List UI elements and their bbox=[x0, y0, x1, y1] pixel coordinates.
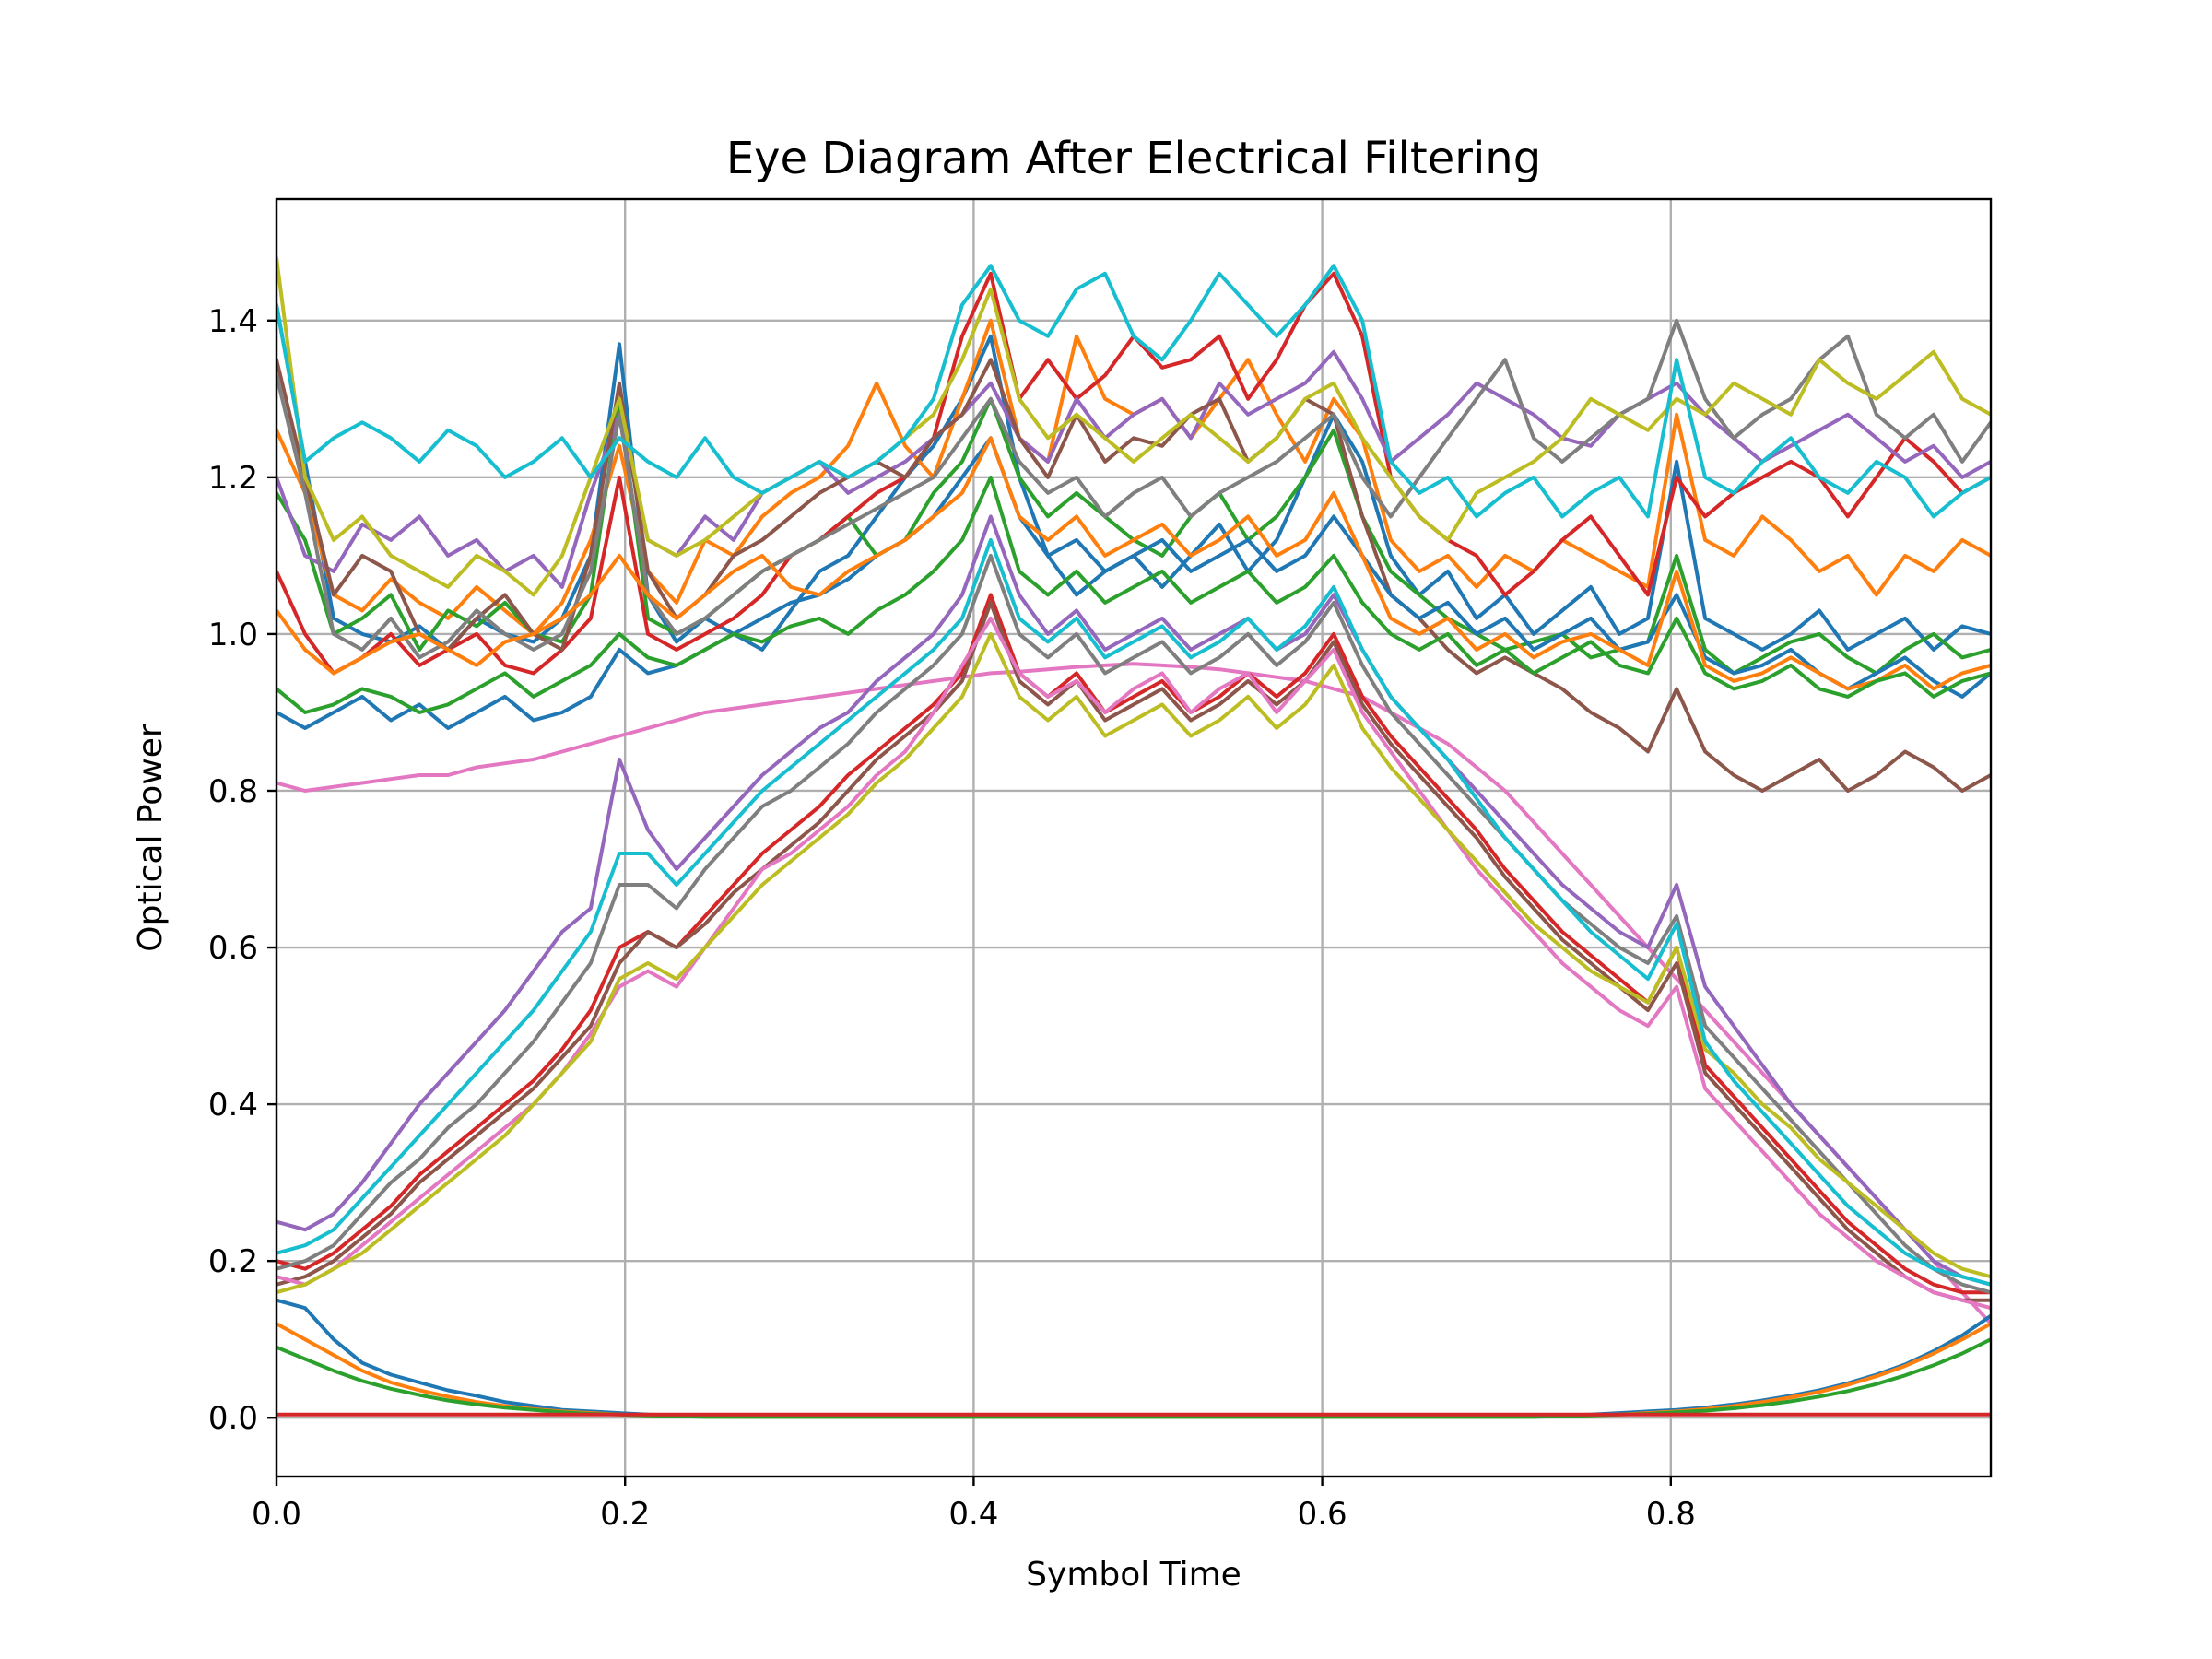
trace-line bbox=[276, 600, 1991, 1302]
trace-line bbox=[276, 593, 1991, 1295]
x-tick-label: 0.2 bbox=[600, 1496, 650, 1533]
trace-line bbox=[276, 436, 1991, 730]
y-tick-label: 0.0 bbox=[208, 1400, 258, 1437]
x-tick-label: 0.4 bbox=[948, 1496, 998, 1533]
x-axis-label: Symbol Time bbox=[1026, 1556, 1241, 1594]
trace-line bbox=[276, 475, 1991, 714]
trace-line bbox=[276, 255, 1991, 597]
y-tick-label: 0.8 bbox=[208, 773, 258, 810]
y-tick-label: 1.2 bbox=[208, 460, 258, 497]
trace-line bbox=[276, 358, 1991, 793]
x-tick-label: 0.0 bbox=[252, 1496, 301, 1533]
trace-line bbox=[276, 318, 1991, 660]
plot-frame bbox=[275, 197, 1993, 1478]
trace-layer bbox=[276, 255, 1991, 1419]
trace-line bbox=[276, 436, 1991, 691]
trace-line bbox=[276, 631, 1991, 1295]
x-tick-label: 0.8 bbox=[1646, 1496, 1696, 1533]
trace-line bbox=[276, 264, 1991, 519]
chart-title: Eye Diagram After Electrical Filtering bbox=[726, 133, 1541, 184]
y-tick-label: 1.0 bbox=[208, 617, 258, 653]
trace-line bbox=[276, 1337, 1991, 1419]
trace-line bbox=[276, 537, 1991, 1287]
trace-line bbox=[276, 662, 1991, 1326]
tick-layer: 0.0 0.2 0.4 0.6 0.8 0.0 0.2 0.4 0.6 0.8 1.0 1.2 1.4 bbox=[208, 303, 1696, 1533]
x-tick-label: 0.6 bbox=[1298, 1496, 1347, 1533]
y-tick-label: 0.2 bbox=[208, 1243, 258, 1280]
trace-line bbox=[276, 553, 1991, 1295]
y-tick-label: 0.6 bbox=[208, 930, 258, 967]
y-axis-label: Optical Power bbox=[132, 724, 170, 952]
y-tick-label: 1.4 bbox=[208, 303, 258, 340]
y-tick-label: 0.4 bbox=[208, 1087, 258, 1124]
trace-line bbox=[276, 514, 1991, 1287]
